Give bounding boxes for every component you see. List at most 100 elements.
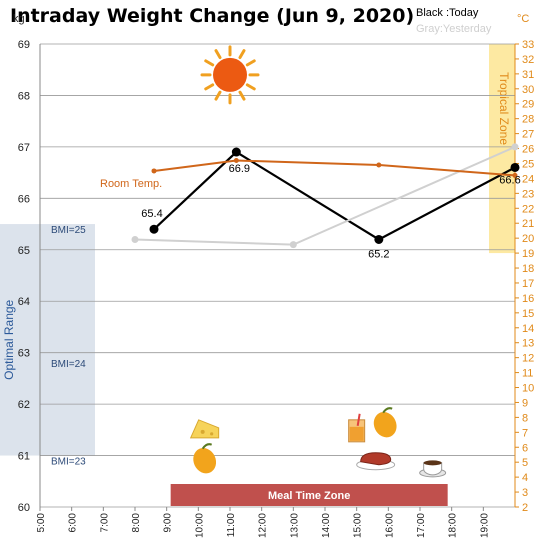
sun-icon (200, 45, 260, 105)
x-tick-label: 12:00 (258, 513, 269, 538)
juice-icon (348, 413, 366, 443)
y-right-tick-label: 23 (522, 188, 534, 200)
y-right-tick-label: 22 (522, 203, 534, 215)
coffee-liquid (423, 460, 442, 466)
sun-disc (213, 57, 247, 92)
y-right-tick-label: 28 (522, 114, 534, 126)
cheese-icon (189, 419, 220, 439)
y-right-tick-label: 31 (522, 69, 534, 81)
chart-title: Intraday Weight Change (Jun 9, 2020) (10, 5, 414, 27)
x-tick-label: 11:00 (226, 513, 237, 538)
y-right-tick-label: 14 (522, 323, 534, 335)
x-tick-label: 5:00 (36, 513, 47, 533)
optimal-range-band (0, 224, 95, 456)
tropical-zone-label: Tropical Zone (497, 72, 511, 145)
y-right-tick-label: 4 (522, 472, 528, 484)
bmi-marker-label: BMI=25 (51, 225, 86, 236)
yesterday-point (289, 241, 297, 249)
y-right-tick-label: 30 (522, 84, 534, 96)
room-temp-label: Room Temp. (100, 178, 162, 190)
today-point (149, 224, 159, 234)
y-right-tick-label: 13 (522, 338, 534, 350)
data-label: 66.6 (499, 174, 520, 186)
x-tick-label: 9:00 (163, 513, 174, 533)
meal-time-zone-label: Meal Time Zone (268, 490, 350, 502)
y-right-tick-label: 26 (522, 144, 534, 156)
bmi-marker-label: BMI=23 (51, 457, 86, 468)
cheese-hole (210, 432, 214, 436)
y-right-tick-label: 16 (522, 293, 534, 305)
bands-layer: Optimal Range Tropical Zone Meal Time Zone (0, 44, 515, 506)
cheese-hole (200, 429, 205, 434)
sun-ray (238, 90, 246, 101)
y-right-tick-label: 19 (522, 248, 534, 260)
series-layer (131, 143, 520, 249)
y-right-tick-label: 10 (522, 383, 534, 395)
today-point (231, 147, 241, 157)
y-right-tick-label: 15 (522, 308, 534, 320)
sun-ray (214, 49, 222, 60)
mango-body (373, 412, 397, 438)
mango-leaf (201, 443, 213, 450)
data-label: 65.4 (141, 208, 162, 220)
today-point (374, 234, 384, 244)
sun-ray (214, 90, 222, 101)
steak-meat (360, 452, 392, 466)
sun-ray (245, 59, 256, 67)
y-left-tick-label: 66 (18, 193, 30, 205)
room_temp-point (376, 162, 382, 168)
y-right-tick-label: 8 (522, 412, 528, 424)
text-layer: Intraday Weight Change (Jun 9, 2020) Bla… (10, 5, 529, 468)
meal-time-zone-bar (170, 484, 448, 506)
y-left-tick-label: 67 (18, 142, 30, 154)
y-left-tick-label: 65 (18, 245, 30, 257)
y-right-tick-label: 3 (522, 487, 528, 499)
mango-icon (373, 407, 397, 438)
juice-straw (356, 413, 361, 426)
y-right-tick-label: 9 (522, 397, 528, 409)
x-tick-label: 19:00 (479, 513, 490, 538)
y-right-tick-label: 20 (522, 233, 534, 245)
steak-icon (356, 452, 396, 471)
legend-yesterday: Gray:Yesterday (416, 23, 492, 35)
icons-layer (189, 45, 447, 478)
x-tick-label: 17:00 (416, 513, 427, 538)
sun-ray (204, 83, 215, 91)
coffee-cup (423, 462, 443, 476)
y-right-tick-label: 17 (522, 278, 534, 290)
y-right-tick-label: 27 (522, 129, 534, 141)
y-right-tick-label: 2 (522, 502, 528, 514)
y-right-tick-label: 12 (522, 353, 534, 365)
y-right-tick-label: 25 (522, 158, 534, 170)
sun-ray (204, 59, 215, 67)
data-label: 66.9 (229, 163, 250, 175)
x-tick-label: 8:00 (131, 513, 142, 533)
yesterday-point (131, 235, 139, 243)
cheese-wedge (189, 419, 220, 439)
y-right-tick-label: 7 (522, 427, 528, 439)
y-right-tick-label: 33 (522, 39, 534, 51)
y-left-unit: kg (13, 13, 25, 25)
mango-leaf (382, 407, 393, 414)
mango-body (193, 448, 217, 474)
x-tick-label: 14:00 (321, 513, 332, 538)
bmi-marker-label: BMI=24 (51, 359, 86, 370)
optimal-range-label: Optimal Range (2, 299, 16, 379)
sun-ray (245, 83, 256, 91)
y-right-tick-label: 6 (522, 442, 528, 454)
y-right-tick-label: 29 (522, 99, 534, 111)
legend-today: Black :Today (416, 7, 479, 19)
y-left-tick-label: 63 (18, 348, 30, 360)
y-right-tick-label: 32 (522, 54, 534, 66)
y-right-tick-label: 18 (522, 263, 534, 275)
y-right-unit: °C (517, 13, 529, 25)
room_temp-point (512, 172, 518, 178)
y-right-tick-label: 5 (522, 457, 528, 469)
y-left-tick-label: 64 (18, 296, 30, 308)
sun-ray (238, 49, 246, 60)
x-tick-label: 15:00 (353, 513, 364, 538)
y-left-tick-label: 69 (18, 39, 30, 51)
y-right-tick-label: 21 (522, 218, 534, 230)
room_temp-point (233, 157, 239, 163)
